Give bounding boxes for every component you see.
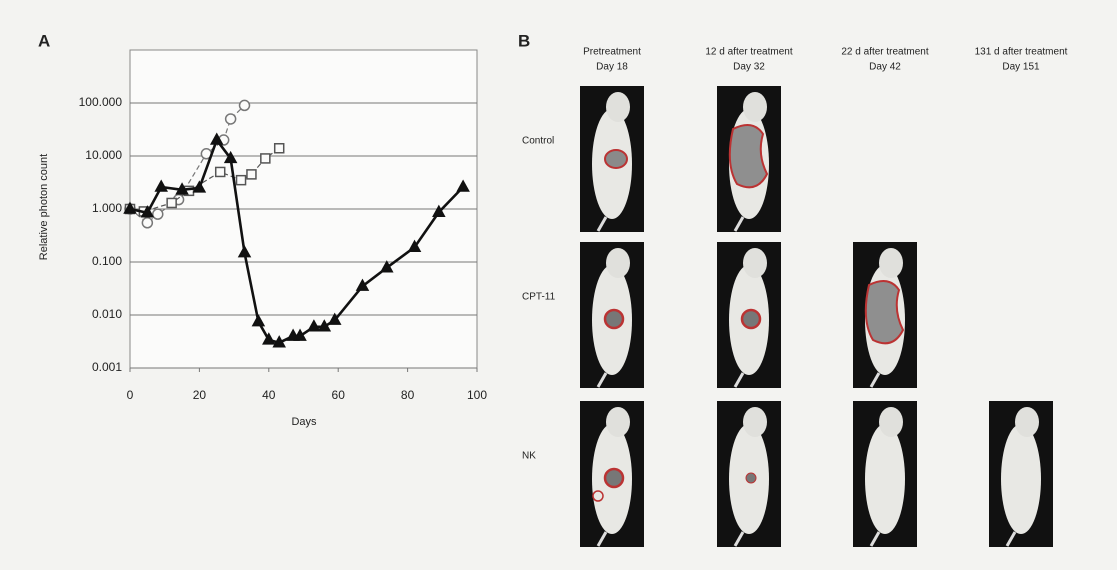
mouse-head — [743, 248, 767, 278]
mouse-image — [853, 401, 917, 547]
y-axis-label: Relative photon count — [38, 154, 50, 260]
signal — [605, 310, 623, 328]
mouse-head — [606, 407, 630, 437]
y-tick-label: 10.000 — [85, 148, 122, 162]
mouse-head — [743, 407, 767, 437]
mouse-head — [606, 92, 630, 122]
y-tick-label: 0.001 — [92, 360, 122, 374]
mouse-image — [580, 242, 644, 388]
marker — [247, 170, 256, 179]
marker — [153, 209, 163, 219]
signal — [605, 150, 627, 168]
marker — [167, 198, 176, 207]
y-tick-label: 0.010 — [92, 307, 122, 321]
signal — [742, 310, 760, 328]
column-header: Day 42 — [869, 62, 901, 73]
page: A B Relative photon count Days 0.001 0.01… — [0, 0, 1117, 570]
row-label: NK — [522, 451, 536, 462]
row-label: CPT-11 — [522, 292, 556, 303]
column-header: 131 d after treatment — [975, 47, 1068, 58]
mouse-image — [989, 401, 1053, 547]
marker — [237, 176, 246, 185]
y-tick-label: 100.000 — [79, 95, 123, 109]
mouse-image — [717, 86, 781, 232]
marker — [226, 114, 236, 124]
signal — [866, 281, 903, 343]
mouse-head — [606, 248, 630, 278]
column-header: Pretreatment — [583, 47, 641, 58]
column-header: Day 32 — [733, 62, 765, 73]
x-tick-label: 0 — [127, 388, 134, 402]
mouse-image — [717, 401, 781, 547]
marker — [142, 218, 152, 228]
mouse-body — [1001, 424, 1041, 534]
signal — [746, 473, 756, 483]
row-label: Control — [522, 136, 554, 147]
mouse-body — [865, 424, 905, 534]
x-axis-label: Days — [291, 416, 317, 428]
mouse-image — [580, 401, 644, 547]
panel-label: A — [38, 31, 50, 50]
mouse-head — [879, 248, 903, 278]
marker — [216, 167, 225, 176]
marker — [275, 144, 284, 153]
column-header: 22 d after treatment — [841, 47, 928, 58]
x-tick-label: 20 — [193, 388, 207, 402]
mouse-head — [879, 407, 903, 437]
x-tick-label: 60 — [332, 388, 346, 402]
figure: A B Relative photon count Days 0.001 0.01… — [0, 0, 1117, 570]
mouse-image — [717, 242, 781, 388]
mouse-image — [580, 86, 644, 232]
signal — [730, 125, 767, 187]
y-tick-label: 1.000 — [92, 201, 122, 215]
y-tick-label: 0.100 — [92, 254, 122, 268]
mouse-head — [743, 92, 767, 122]
marker — [261, 154, 270, 163]
mouse-head — [1015, 407, 1039, 437]
column-header: Day 151 — [1002, 62, 1040, 73]
signal — [605, 469, 623, 487]
mouse-image — [853, 242, 917, 388]
x-tick-label: 100 — [467, 388, 487, 402]
x-tick-label: 80 — [401, 388, 415, 402]
panel-label: B — [518, 31, 530, 50]
x-tick-label: 40 — [262, 388, 276, 402]
marker — [240, 100, 250, 110]
column-header: Day 18 — [596, 62, 628, 73]
column-header: 12 d after treatment — [705, 47, 792, 58]
